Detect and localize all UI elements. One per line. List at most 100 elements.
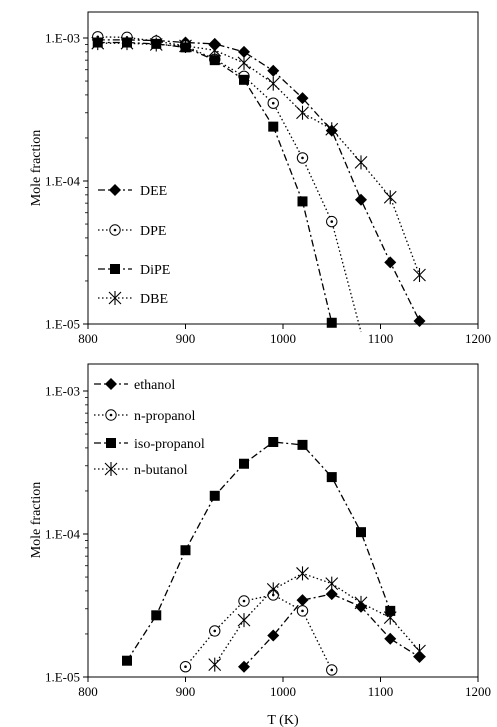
top-x-ticks: 800 900 1000 1100 1200 xyxy=(78,324,491,346)
marker-ethanol xyxy=(238,660,250,673)
series-line-dbe xyxy=(97,42,421,276)
marker-iso-propanol xyxy=(122,655,132,666)
marker-dbe xyxy=(179,38,192,53)
marker-n-butanol xyxy=(237,613,251,628)
marker-iso-propanol xyxy=(209,490,220,501)
marker-dee xyxy=(296,92,309,105)
x-tick-label: 1100 xyxy=(368,331,394,346)
y-tick-label: 1.E-03 xyxy=(45,31,80,46)
legend-item-dee: DEE xyxy=(98,184,167,199)
legend-label-dbe: DBE xyxy=(140,292,168,307)
marker-dbe xyxy=(325,122,339,137)
marker-dee xyxy=(267,64,280,77)
bottom-x-ticks: 800 900 1000 1100 1200 xyxy=(78,677,491,699)
marker-dee xyxy=(355,193,367,206)
marker-dbe xyxy=(296,105,309,120)
legend-label-dee: DEE xyxy=(140,184,167,199)
legend-marker-dee xyxy=(109,184,121,196)
legend-label-n-butanol: n-butanol xyxy=(134,463,188,478)
y-tick-label: 1.E-05 xyxy=(45,670,80,685)
marker-iso-propanol xyxy=(151,610,162,621)
marker-ethanol xyxy=(384,632,397,645)
legend-marker-n-propanol-dot xyxy=(109,413,113,417)
marker-ethanol xyxy=(325,588,338,601)
y-tick-label: 1.E-03 xyxy=(45,384,80,399)
series-line-dee xyxy=(97,39,421,322)
marker-n-propanol-dot xyxy=(301,609,304,613)
marker-n-propanol-dot xyxy=(213,629,217,633)
legend-item-dipe: DiPE xyxy=(98,263,170,278)
legend-marker-dbe xyxy=(108,291,122,305)
legend-marker-ethanol xyxy=(105,378,117,390)
x-tick-label: 900 xyxy=(176,684,196,699)
legend-item-n-butanol: n-butanol xyxy=(94,462,188,478)
legend-item-n-propanol: n-propanol xyxy=(94,409,196,424)
series-line-ethanol xyxy=(243,593,420,668)
x-tick-label: 1200 xyxy=(465,684,491,699)
top-y-axis-title: Mole fraction xyxy=(29,130,44,207)
marker-iso-propanol xyxy=(326,472,337,483)
legend-item-iso-propanol: iso-propanol xyxy=(94,437,205,452)
marker-n-propanol-dot xyxy=(184,665,187,669)
top-chart: Mole fraction 800 900 1000 1100 1200 1.E-051… xyxy=(29,11,491,346)
x-tick-label: 900 xyxy=(176,331,196,346)
marker-dbe xyxy=(413,268,426,283)
marker-iso-propanol xyxy=(180,545,191,556)
marker-dipe xyxy=(297,196,308,207)
marker-dbe xyxy=(208,43,222,58)
marker-n-butanol xyxy=(383,610,397,625)
bottom-legend: ethanol n-propanol iso-propanol n-butano… xyxy=(94,378,205,478)
legend-marker-dpe-dot xyxy=(113,228,117,232)
top-y-ticks: 1.E-05 1.E-04 1.E-03 xyxy=(45,31,88,332)
legend-marker-iso-propanol xyxy=(106,438,116,448)
x-tick-label: 800 xyxy=(78,331,98,346)
y-tick-label: 1.E-04 xyxy=(45,527,81,542)
legend-label-n-propanol: n-propanol xyxy=(134,409,196,424)
legend-item-ethanol: ethanol xyxy=(94,378,175,393)
x-tick-label: 1100 xyxy=(368,684,394,699)
legend-item-dbe: DBE xyxy=(98,291,168,307)
legend-marker-dipe xyxy=(110,264,120,274)
bottom-chart: Mole fraction T (K) 800 900 1000 1100 1200 1… xyxy=(29,363,491,727)
x-tick-label: 800 xyxy=(78,684,98,699)
series-line-n-propanol xyxy=(184,594,333,671)
series-line-iso-propanol xyxy=(126,441,391,662)
bottom-y-ticks: 1.E-05 1.E-04 1.E-03 xyxy=(45,384,88,685)
marker-n-butanol xyxy=(208,657,222,672)
marker-dpe-dot xyxy=(301,156,304,160)
top-series-lines xyxy=(97,36,421,333)
bottom-x-axis-title: T (K) xyxy=(267,713,299,727)
marker-dipe xyxy=(239,74,249,85)
marker-dbe xyxy=(383,190,397,205)
x-tick-label: 1000 xyxy=(270,684,296,699)
marker-n-propanol-dot xyxy=(242,599,246,603)
marker-iso-propanol xyxy=(268,436,279,447)
y-tick-label: 1.E-04 xyxy=(45,174,81,189)
marker-dpe-dot xyxy=(330,220,334,223)
bottom-y-axis-title: Mole fraction xyxy=(29,482,44,559)
marker-dbe xyxy=(91,36,105,51)
x-tick-label: 1000 xyxy=(270,331,296,346)
marker-n-butanol xyxy=(266,582,280,597)
marker-iso-propanol xyxy=(356,527,366,538)
marker-ethanol xyxy=(296,594,309,607)
marker-dpe-dot xyxy=(271,101,275,105)
marker-dee xyxy=(238,45,250,58)
marker-dbe xyxy=(237,55,251,70)
marker-n-butanol xyxy=(296,566,309,581)
marker-n-butanol xyxy=(413,643,426,658)
marker-iso-propanol xyxy=(239,458,249,469)
legend-item-dpe: DPE xyxy=(98,224,166,239)
marker-ethanol xyxy=(267,629,280,642)
marker-n-butanol xyxy=(354,595,368,610)
top-series-markers xyxy=(91,31,426,328)
marker-dipe xyxy=(268,121,279,132)
series-line-dipe xyxy=(97,41,333,323)
y-tick-label: 1.E-05 xyxy=(45,317,80,332)
marker-dipe xyxy=(326,317,337,328)
marker-dbe xyxy=(266,76,280,91)
marker-dbe xyxy=(149,37,163,52)
marker-dee xyxy=(384,256,397,269)
marker-dipe xyxy=(209,55,220,66)
